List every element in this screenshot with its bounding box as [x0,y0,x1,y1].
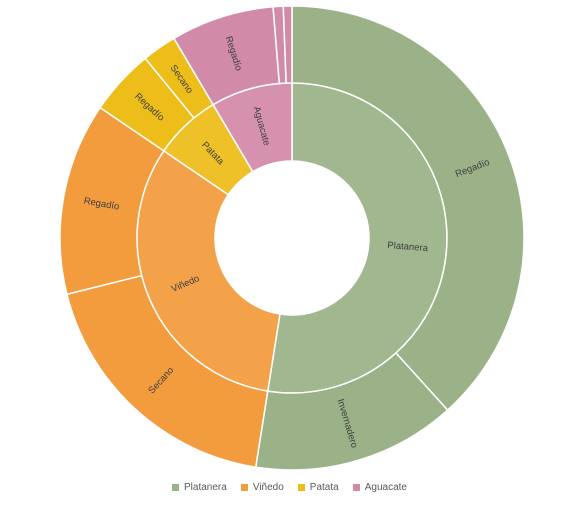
outer-segment-platanera-regadio [291,5,525,412]
legend-swatch [240,484,248,491]
legend-item-patata: Patata [297,482,339,493]
outer-ring [59,5,525,471]
inner-ring [136,82,448,394]
legend-swatch [172,484,180,491]
legend-swatch [297,484,305,491]
chart-legend: Platanera Viñedo Patata Aguacate [0,482,579,493]
outer-segment-aguacate-part-8 [282,5,293,84]
legend-label: Viñedo [252,482,284,493]
sunburst-chart: PlataneraViñedoPatataAguacateRegadíoInve… [59,5,525,471]
legend-label: Patata [309,482,339,493]
legend-label: Aguacate [364,482,407,493]
legend-item-aguacate: Aguacate [352,482,407,493]
legend-item-platanera: Platanera [172,482,227,493]
legend-swatch [352,484,360,491]
legend-label: Platanera [184,482,227,493]
legend-item-vinedo: Viñedo [240,482,284,493]
inner-label-platanera: Platanera [387,240,429,254]
